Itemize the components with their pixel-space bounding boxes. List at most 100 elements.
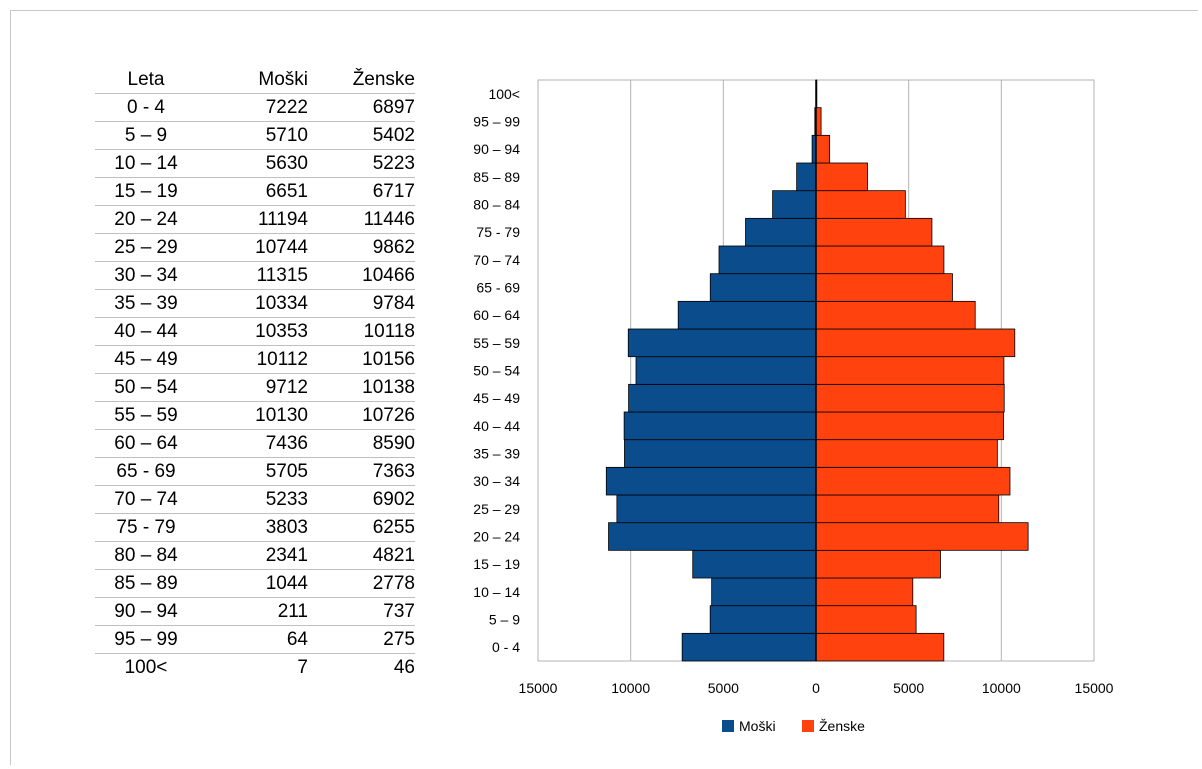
female-cell: 5223 [308, 149, 415, 178]
bar-female [815, 632, 945, 662]
bar-female [815, 273, 953, 302]
bar-female [815, 245, 945, 275]
y-tick-label: 80 – 84 [473, 197, 520, 213]
male-cell: 5710 [197, 121, 308, 150]
y-tick-label: 90 – 94 [473, 141, 520, 157]
y-tick-label: 10 – 14 [473, 584, 520, 600]
header-age: Leta [127, 68, 165, 90]
bar-male [772, 190, 817, 219]
age-cell: 20 – 24 [95, 205, 197, 234]
bar-male [627, 328, 817, 358]
table-row: 90 – 94 211 737 [95, 597, 415, 626]
age-cell: 80 – 84 [95, 541, 197, 570]
table-row: 65 - 69 5705 7363 [95, 457, 415, 486]
female-cell: 6897 [308, 93, 415, 122]
male-cell: 10744 [197, 233, 308, 262]
female-cell: 11446 [308, 205, 415, 234]
x-tick-label: 10000 [611, 680, 650, 696]
bar-female [815, 411, 1004, 441]
age-cell: 50 – 54 [95, 373, 197, 402]
male-cell: 211 [197, 597, 308, 626]
table-row: 100< 7 46 [95, 653, 415, 681]
male-cell: 5630 [197, 149, 308, 178]
bar-male [635, 356, 817, 385]
bar-male [624, 439, 817, 468]
bar-female [815, 383, 1005, 413]
bar-male [718, 245, 817, 275]
table-row: 70 – 74 5233 6902 [95, 485, 415, 514]
table-row: 10 – 14 5630 5223 [95, 149, 415, 178]
age-cell: 55 – 59 [95, 401, 197, 430]
age-cell: 45 – 49 [95, 345, 197, 374]
table-row: 95 – 99 64 275 [95, 625, 415, 654]
population-pyramid-chart: 0 - 4 5 – 9 10 – 14 15 – 19 20 – 24 25 – 29 30… [473, 79, 1114, 734]
age-cell: 60 – 64 [95, 429, 197, 458]
age-cell: 35 – 39 [95, 289, 197, 318]
male-cell: 11315 [197, 261, 308, 290]
table-row: 55 – 59 10130 10726 [95, 401, 415, 430]
female-cell: 9784 [308, 289, 415, 318]
female-cell: 6717 [308, 177, 415, 206]
bar-male [796, 162, 817, 192]
y-tick-label: 95 – 99 [473, 114, 520, 130]
age-cell: 40 – 44 [95, 317, 197, 346]
y-tick-label: 60 – 64 [473, 307, 520, 323]
age-cell: 5 – 9 [95, 121, 197, 150]
female-cell: 4821 [308, 541, 415, 570]
female-cell: 275 [308, 625, 415, 654]
table-row: 20 – 24 11194 11446 [95, 205, 415, 234]
bar-female [815, 522, 1029, 551]
age-cell: 100< [95, 653, 197, 681]
male-cell: 5233 [197, 485, 308, 514]
table-row: 75 - 79 3803 6255 [95, 513, 415, 542]
age-cell: 65 - 69 [95, 457, 197, 486]
female-cell: 10466 [308, 261, 415, 290]
female-cell: 10726 [308, 401, 415, 430]
legend-label-male: Moški [739, 718, 776, 734]
bar-female [815, 439, 998, 468]
female-cell: 2778 [308, 569, 415, 598]
table-row: 25 – 29 10744 9862 [95, 233, 415, 262]
age-cell: 70 – 74 [95, 485, 197, 514]
legend-label-female: Ženske [819, 718, 865, 734]
bar-female [815, 107, 822, 136]
table-row: 15 – 19 6651 6717 [95, 177, 415, 206]
table-row: 30 – 34 11315 10466 [95, 261, 415, 290]
table-row: 5 – 9 5710 5402 [95, 121, 415, 150]
y-tick-label: 45 – 49 [473, 390, 520, 406]
age-cell: 25 – 29 [95, 233, 197, 262]
age-cell: 75 - 79 [95, 513, 197, 542]
x-tick-label: 15000 [519, 680, 558, 696]
table-row: 50 – 54 9712 10138 [95, 373, 415, 402]
bar-female [815, 190, 906, 219]
y-tick-label: 5 – 9 [489, 612, 520, 628]
x-tick-label: 5000 [708, 680, 739, 696]
male-cell: 11194 [197, 205, 308, 234]
female-cell: 737 [308, 597, 415, 626]
bar-male [711, 577, 817, 607]
bar-male [745, 217, 817, 247]
y-tick-label: 20 – 24 [473, 529, 520, 545]
bar-female [815, 577, 914, 607]
y-tick-label: 15 – 19 [473, 556, 520, 572]
table-row: 80 – 84 2341 4821 [95, 541, 415, 570]
y-tick-label: 40 – 44 [473, 418, 520, 434]
table-row: 45 – 49 10112 10156 [95, 345, 415, 374]
x-tick-label: 15000 [1075, 680, 1114, 696]
x-tick-label: 10000 [982, 680, 1021, 696]
female-cell: 10138 [308, 373, 415, 402]
table-row: 60 – 64 7436 8590 [95, 429, 415, 458]
y-tick-label: 0 - 4 [492, 639, 520, 655]
bar-female [815, 605, 917, 634]
bar-female [815, 328, 1016, 358]
x-tick-label: 5000 [893, 680, 924, 696]
female-cell: 6902 [308, 485, 415, 514]
y-tick-label: 70 – 74 [473, 252, 520, 268]
bar-male [709, 605, 817, 634]
y-tick-label: 55 – 59 [473, 335, 520, 351]
male-cell: 7 [197, 653, 308, 681]
age-cell: 90 – 94 [95, 597, 197, 626]
bar-female [815, 549, 941, 579]
male-cell: 10334 [197, 289, 308, 318]
age-cell: 15 – 19 [95, 177, 197, 206]
